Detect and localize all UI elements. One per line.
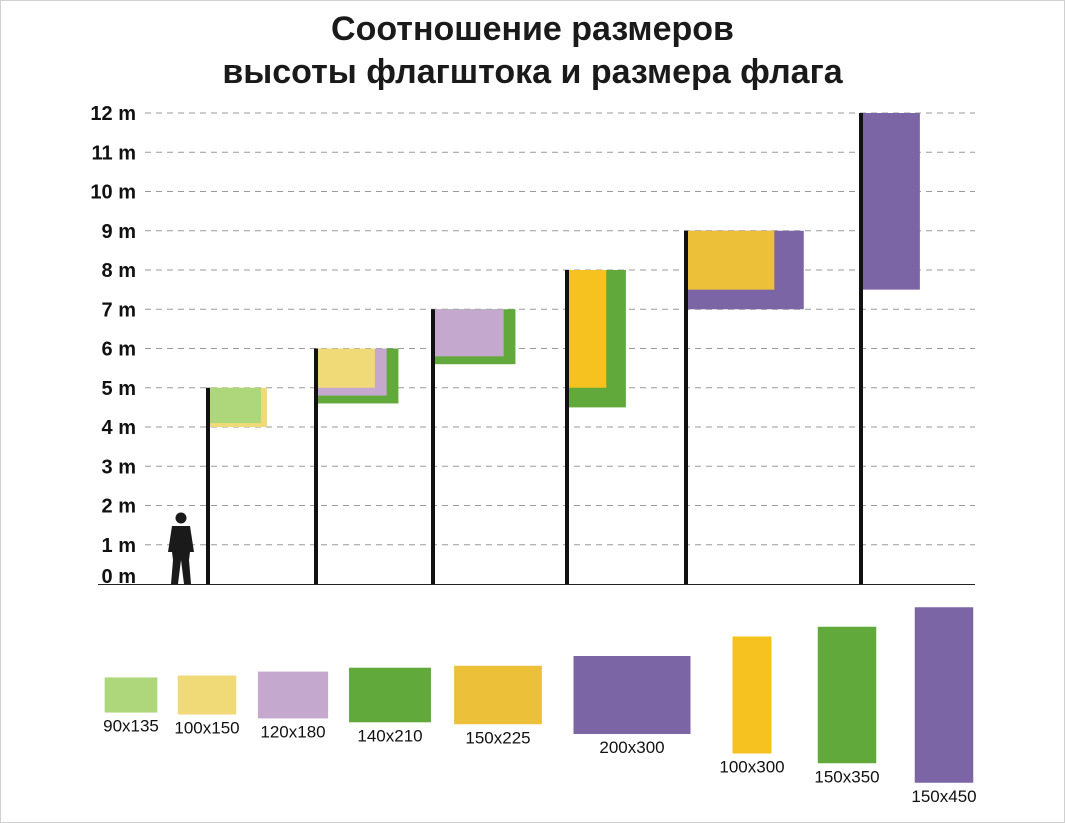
flag-on-pole [686, 230, 775, 290]
legend-label: 120x180 [260, 722, 325, 741]
chart-title: Соотношение размеров высоты флагштока и … [0, 8, 1065, 94]
poles-group [206, 113, 863, 584]
legend-label: 150x350 [814, 767, 879, 786]
y-axis-labels: 0 m 1 m 2 m 3 m 4 m 5 m 6 m 7 m 8 m 9 m 10 m 11 m 12… [90, 103, 136, 588]
flag-on-pole [567, 270, 607, 388]
legend-swatch [104, 677, 158, 713]
flags-group [208, 113, 920, 427]
flagpole [314, 348, 318, 584]
y-tick-label: 12 m [90, 103, 136, 125]
legend-label: 200x300 [599, 738, 664, 757]
flagpole [206, 387, 210, 584]
legend-swatch [177, 675, 237, 715]
legend-label: 140x210 [357, 726, 422, 745]
legend-swatch [914, 607, 974, 783]
legend-label: 150x225 [465, 728, 530, 747]
flag-on-pole [433, 309, 504, 357]
y-tick-label: 6 m [102, 339, 136, 361]
y-tick-label: 5 m [102, 378, 136, 400]
legend-label: 100x300 [719, 758, 784, 777]
y-tick-label: 7 m [102, 299, 136, 321]
legend-swatch [732, 636, 772, 754]
flagpole [684, 230, 688, 584]
legend-swatch [454, 665, 542, 725]
y-tick-label: 3 m [102, 456, 136, 478]
flag-on-pole [316, 348, 375, 388]
y-tick-label: 2 m [102, 496, 136, 518]
legend-label: 150x450 [911, 787, 976, 806]
legend-swatch [817, 626, 877, 764]
y-tick-label: 1 m [102, 535, 136, 557]
flag-on-pole [208, 387, 261, 424]
gridlines [145, 112, 975, 546]
legend-label: 90x135 [103, 717, 159, 736]
flagpole [431, 309, 435, 584]
legend-swatch [349, 667, 431, 723]
legend-swatch [573, 656, 691, 734]
y-tick-label: 9 m [102, 221, 136, 243]
y-tick-label: 8 m [102, 260, 136, 282]
title-line-1: Соотношение размеров [331, 10, 734, 48]
y-tick-label: 11 m [92, 142, 136, 164]
flag-on-pole [861, 113, 920, 290]
person-icon [168, 512, 194, 584]
flagpole [859, 113, 863, 584]
legend-label: 100x150 [174, 719, 239, 738]
y-tick-label: 4 m [102, 417, 136, 439]
title-line-2: высоты флагштока и размера флага [222, 53, 843, 91]
y-tick-label: 0 m [102, 566, 136, 588]
flagpole [565, 270, 569, 584]
y-tick-label: 10 m [90, 182, 136, 204]
legend-swatch [257, 671, 329, 719]
legend: 90x135 100x150 120x180 140x210 150x225 200x30… [103, 607, 977, 806]
